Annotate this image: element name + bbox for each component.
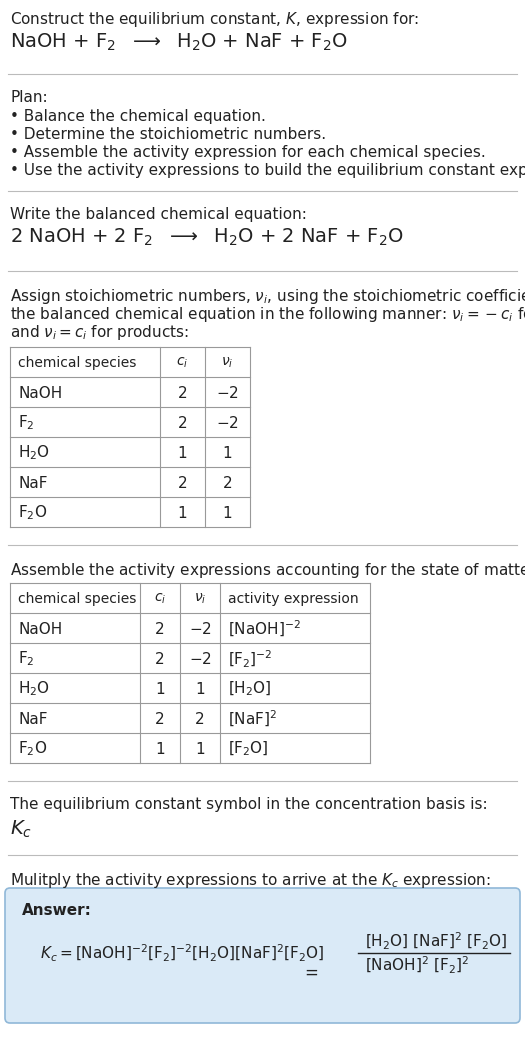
Text: 2: 2 bbox=[195, 712, 205, 727]
Text: $-2$: $-2$ bbox=[188, 651, 212, 667]
FancyBboxPatch shape bbox=[5, 888, 520, 1023]
Text: Answer:: Answer: bbox=[22, 903, 92, 918]
Text: $K_c = [\mathrm{NaOH}]^{-2}[\mathrm{F_2}]^{-2}[\mathrm{H_2O}][\mathrm{NaF}]^2[\m: $K_c = [\mathrm{NaOH}]^{-2}[\mathrm{F_2}… bbox=[40, 943, 324, 964]
Text: NaF: NaF bbox=[18, 476, 47, 491]
Text: 1: 1 bbox=[177, 505, 187, 520]
Text: • Use the activity expressions to build the equilibrium constant expression.: • Use the activity expressions to build … bbox=[10, 163, 525, 178]
Text: [NaOH]$^{-2}$: [NaOH]$^{-2}$ bbox=[228, 619, 301, 639]
Text: $[\mathrm{NaOH}]^2\ [\mathrm{F_2}]^2$: $[\mathrm{NaOH}]^2\ [\mathrm{F_2}]^2$ bbox=[365, 955, 469, 976]
Text: F$_2$: F$_2$ bbox=[18, 650, 35, 668]
Text: NaOH: NaOH bbox=[18, 621, 62, 636]
Text: 2: 2 bbox=[177, 476, 187, 491]
Text: NaF: NaF bbox=[18, 712, 47, 727]
Text: Write the balanced chemical equation:: Write the balanced chemical equation: bbox=[10, 207, 307, 222]
Text: NaOH + F$_2$  $\longrightarrow$  H$_2$O + NaF + F$_2$O: NaOH + F$_2$ $\longrightarrow$ H$_2$O + … bbox=[10, 32, 348, 53]
Text: [F$_2$O]: [F$_2$O] bbox=[228, 739, 269, 759]
Text: $c_i$: $c_i$ bbox=[154, 592, 166, 606]
Text: H$_2$O: H$_2$O bbox=[18, 444, 50, 463]
Text: 2: 2 bbox=[155, 651, 165, 666]
Text: $-2$: $-2$ bbox=[188, 621, 212, 637]
Text: [H$_2$O]: [H$_2$O] bbox=[228, 680, 271, 698]
Text: F$_2$O: F$_2$O bbox=[18, 739, 47, 759]
Text: $=$: $=$ bbox=[301, 963, 319, 981]
Text: [F$_2$]$^{-2}$: [F$_2$]$^{-2}$ bbox=[228, 648, 272, 669]
Text: $-2$: $-2$ bbox=[216, 385, 239, 401]
Text: 1: 1 bbox=[195, 742, 205, 757]
Text: 1: 1 bbox=[223, 446, 232, 461]
Text: F$_2$O: F$_2$O bbox=[18, 503, 47, 522]
Text: 2 NaOH + 2 F$_2$  $\longrightarrow$  H$_2$O + 2 NaF + F$_2$O: 2 NaOH + 2 F$_2$ $\longrightarrow$ H$_2$… bbox=[10, 227, 404, 248]
Text: 2: 2 bbox=[223, 476, 232, 491]
Text: 1: 1 bbox=[223, 505, 232, 520]
Text: $K_c$: $K_c$ bbox=[10, 819, 32, 841]
Text: 1: 1 bbox=[155, 742, 165, 757]
Text: 1: 1 bbox=[155, 682, 165, 697]
Text: • Balance the chemical equation.: • Balance the chemical equation. bbox=[10, 109, 266, 124]
Text: Assign stoichiometric numbers, $\nu_i$, using the stoichiometric coefficients, $: Assign stoichiometric numbers, $\nu_i$, … bbox=[10, 287, 525, 306]
Text: chemical species: chemical species bbox=[18, 356, 136, 370]
Text: the balanced chemical equation in the following manner: $\nu_i = -c_i$ for react: the balanced chemical equation in the fo… bbox=[10, 305, 525, 325]
Text: 2: 2 bbox=[177, 416, 187, 431]
Text: F$_2$: F$_2$ bbox=[18, 414, 35, 432]
Text: Plan:: Plan: bbox=[10, 90, 48, 105]
Text: and $\nu_i = c_i$ for products:: and $\nu_i = c_i$ for products: bbox=[10, 323, 189, 342]
Text: $\nu_i$: $\nu_i$ bbox=[194, 592, 206, 606]
Text: The equilibrium constant symbol in the concentration basis is:: The equilibrium constant symbol in the c… bbox=[10, 797, 488, 812]
Text: 2: 2 bbox=[155, 621, 165, 636]
Text: activity expression: activity expression bbox=[228, 592, 359, 606]
Text: • Determine the stoichiometric numbers.: • Determine the stoichiometric numbers. bbox=[10, 127, 326, 142]
Text: 2: 2 bbox=[155, 712, 165, 727]
Text: Mulitply the activity expressions to arrive at the $K_c$ expression:: Mulitply the activity expressions to arr… bbox=[10, 871, 491, 890]
Text: Assemble the activity expressions accounting for the state of matter and $\nu_i$: Assemble the activity expressions accoun… bbox=[10, 561, 525, 580]
Text: $c_i$: $c_i$ bbox=[176, 355, 188, 370]
Text: [NaF]$^2$: [NaF]$^2$ bbox=[228, 709, 277, 729]
Text: 1: 1 bbox=[195, 682, 205, 697]
Text: chemical species: chemical species bbox=[18, 592, 136, 606]
Text: H$_2$O: H$_2$O bbox=[18, 680, 50, 698]
Text: $[\mathrm{H_2O}]\ [\mathrm{NaF}]^2\ [\mathrm{F_2O}]$: $[\mathrm{H_2O}]\ [\mathrm{NaF}]^2\ [\ma… bbox=[365, 931, 507, 952]
Text: NaOH: NaOH bbox=[18, 385, 62, 400]
Text: 1: 1 bbox=[177, 446, 187, 461]
Text: • Assemble the activity expression for each chemical species.: • Assemble the activity expression for e… bbox=[10, 145, 486, 160]
Text: $\nu_i$: $\nu_i$ bbox=[222, 355, 234, 370]
Text: $-2$: $-2$ bbox=[216, 415, 239, 431]
Text: 2: 2 bbox=[177, 385, 187, 400]
Text: Construct the equilibrium constant, $K$, expression for:: Construct the equilibrium constant, $K$,… bbox=[10, 10, 419, 29]
